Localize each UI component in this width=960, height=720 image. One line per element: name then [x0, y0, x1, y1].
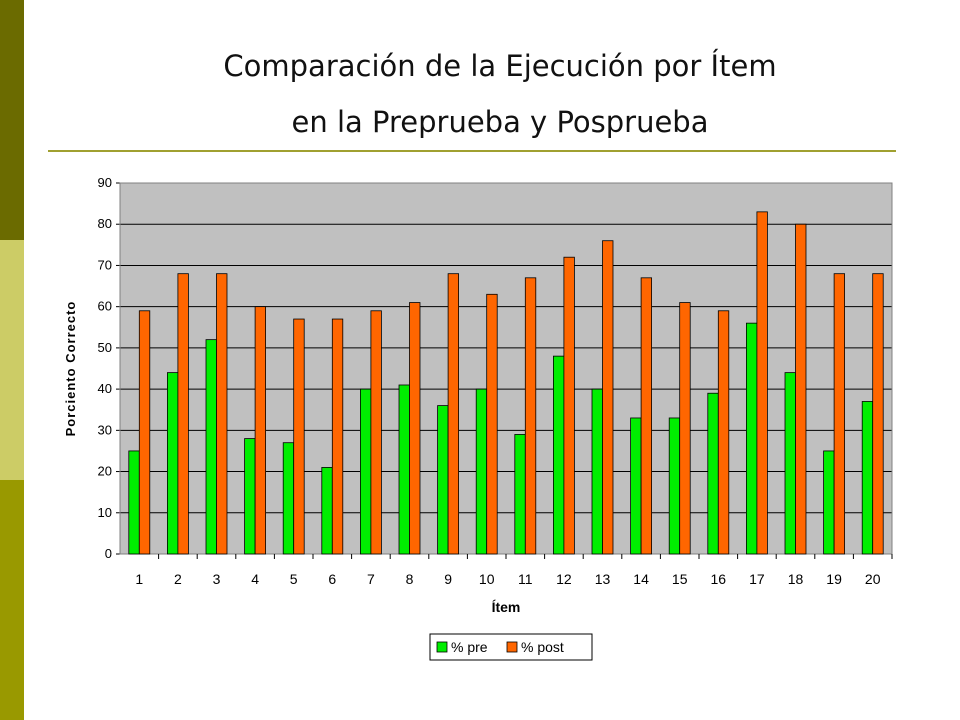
x-tick-label: 5	[290, 571, 298, 587]
bar-pre	[668, 417, 681, 555]
side-accent-bar	[0, 0, 24, 720]
legend-swatch-pre	[436, 641, 448, 653]
bar-pre	[128, 450, 140, 555]
bar-pre	[205, 339, 217, 555]
bar-pre	[359, 388, 372, 555]
plot-area	[120, 183, 892, 554]
bar-pre	[244, 438, 256, 555]
bar-pre	[437, 405, 449, 555]
x-tick-label: 11	[518, 571, 533, 587]
bar-pre	[746, 322, 758, 555]
bar-post	[756, 211, 768, 555]
x-tick-label: 17	[749, 571, 765, 587]
bar-post	[833, 273, 845, 555]
x-tick-label: 20	[865, 571, 881, 587]
bar-post	[177, 273, 189, 555]
bar-post	[447, 273, 460, 555]
bar-pre	[553, 355, 565, 555]
bar-pre	[784, 372, 796, 555]
bar-post	[524, 277, 537, 555]
side-accent-dark	[0, 0, 24, 240]
x-tick-label: 6	[328, 571, 336, 587]
y-tick-label: 40	[98, 381, 112, 396]
bar-pre	[514, 434, 526, 555]
x-tick-label: 3	[213, 571, 221, 587]
bar-pre	[166, 372, 179, 555]
bar-pre	[282, 442, 295, 555]
bar-post	[293, 318, 305, 555]
page-title-line-1: Comparación de la Ejecución por Ítem	[223, 49, 777, 83]
bar-post	[679, 302, 691, 555]
x-tick-label: 18	[788, 571, 804, 587]
y-tick-label: 10	[98, 505, 112, 520]
y-tick-label: 20	[98, 464, 112, 479]
bar-post	[138, 310, 151, 555]
x-tick-label: 7	[367, 571, 375, 587]
title-divider	[48, 150, 896, 152]
bar-pre	[591, 388, 603, 555]
y-tick-label: 90	[98, 175, 112, 190]
bar-post	[640, 277, 652, 555]
x-tick-label: 14	[633, 571, 649, 587]
bar-post	[409, 302, 421, 555]
y-axis-title: Porciento Correcto	[63, 301, 78, 437]
x-tick-label: 2	[174, 571, 182, 587]
legend-swatch-post	[506, 641, 518, 653]
x-tick-label: 8	[406, 571, 414, 587]
bar-post	[370, 310, 382, 555]
bar-post	[563, 256, 575, 555]
y-tick-label: 30	[98, 422, 112, 437]
bar-pre	[630, 417, 642, 555]
x-tick-label: 9	[444, 571, 452, 587]
x-tick-label: 16	[711, 571, 727, 587]
bar-post	[717, 310, 730, 555]
x-tick-label: 10	[479, 571, 495, 587]
bar-post	[331, 318, 344, 555]
bar-post	[872, 273, 884, 555]
page-title: Comparación de la Ejecución por Ítem en …	[0, 38, 960, 150]
x-tick-label: 13	[595, 571, 611, 587]
x-tick-label: 15	[672, 571, 688, 587]
y-tick-label: 0	[105, 546, 112, 561]
bar-pre	[321, 467, 333, 555]
bar-pre	[475, 388, 488, 555]
y-tick-label: 80	[98, 216, 112, 231]
x-tick-label: 1	[135, 571, 143, 587]
bar-post	[486, 293, 498, 555]
side-accent-mid	[0, 480, 24, 720]
page-title-line-2: en la Preprueba y Posprueba	[291, 105, 709, 139]
bar-post	[602, 240, 614, 555]
x-tick-label: 12	[556, 571, 572, 587]
y-tick-label: 50	[98, 340, 112, 355]
bar-pre	[398, 384, 410, 555]
bar-post	[254, 306, 267, 555]
y-tick-label: 60	[98, 299, 112, 314]
bar-pre	[707, 392, 719, 555]
bar-pre	[823, 450, 835, 555]
side-accent-light	[0, 240, 24, 480]
x-tick-label: 4	[251, 571, 259, 587]
bar-post	[795, 223, 807, 555]
bar-post	[216, 273, 228, 555]
y-tick-label: 70	[98, 257, 112, 272]
legend-label-pre: % pre	[451, 639, 488, 655]
bar-pre	[861, 401, 874, 555]
x-tick-label: 19	[826, 571, 842, 587]
x-axis-title: Ítem	[492, 599, 521, 615]
legend-label-post: % post	[521, 639, 564, 655]
